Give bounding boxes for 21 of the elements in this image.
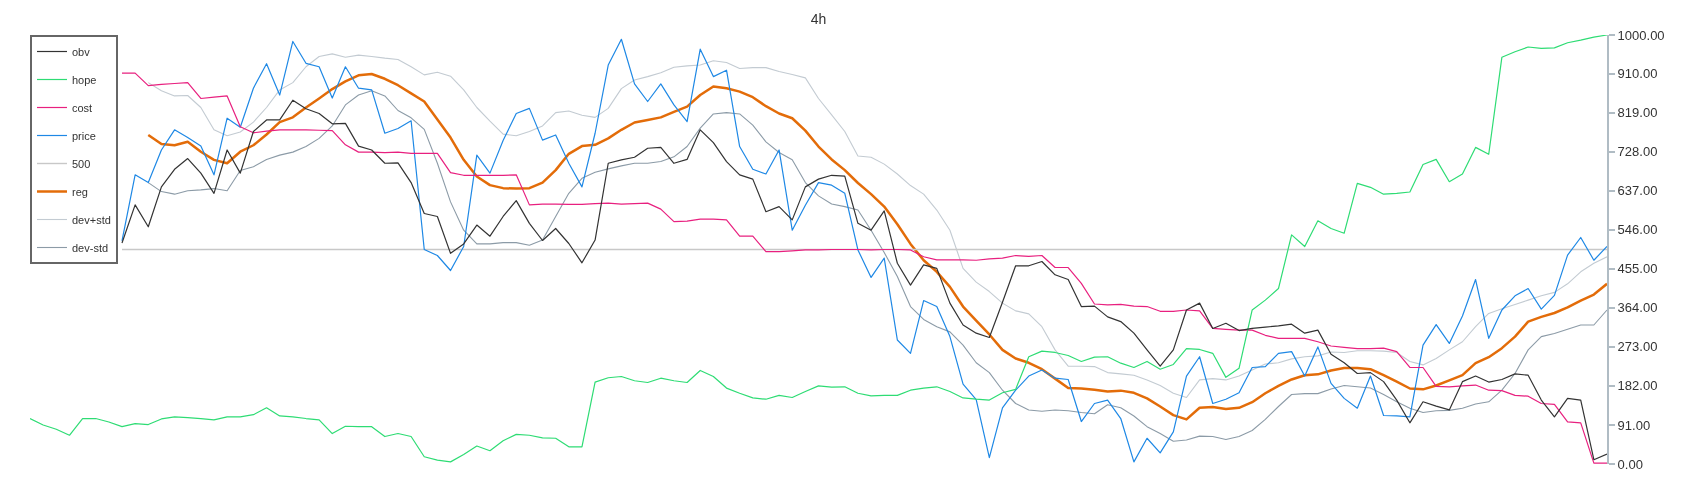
y-tick-label: 455.00: [1617, 261, 1658, 277]
y-tick-label: 546.00: [1617, 222, 1658, 238]
legend-label: 500: [72, 157, 91, 170]
legend-label: dev+std: [72, 213, 111, 226]
legend-label: price: [72, 129, 96, 142]
y-tick-label: 728.00: [1617, 144, 1658, 160]
y-tick-label: 819.00: [1617, 105, 1658, 121]
legend-label: hope: [72, 73, 97, 86]
y-tick-label: 273.00: [1617, 339, 1658, 355]
legend-label: obv: [72, 45, 91, 58]
legend-label: reg: [72, 185, 88, 198]
y-tick-label: 1000.00: [1617, 27, 1665, 43]
legend-label: cost: [72, 101, 93, 114]
chart-title: 4h: [810, 10, 827, 27]
legend-label: dev-std: [72, 241, 109, 254]
y-tick-label: 182.00: [1617, 378, 1658, 394]
y-tick-label: 0.00: [1617, 456, 1643, 472]
y-tick-label: 910.00: [1617, 66, 1658, 82]
y-tick-label: 364.00: [1617, 300, 1658, 316]
y-tick-label: 637.00: [1617, 183, 1658, 199]
y-tick-label: 91.00: [1617, 417, 1651, 433]
